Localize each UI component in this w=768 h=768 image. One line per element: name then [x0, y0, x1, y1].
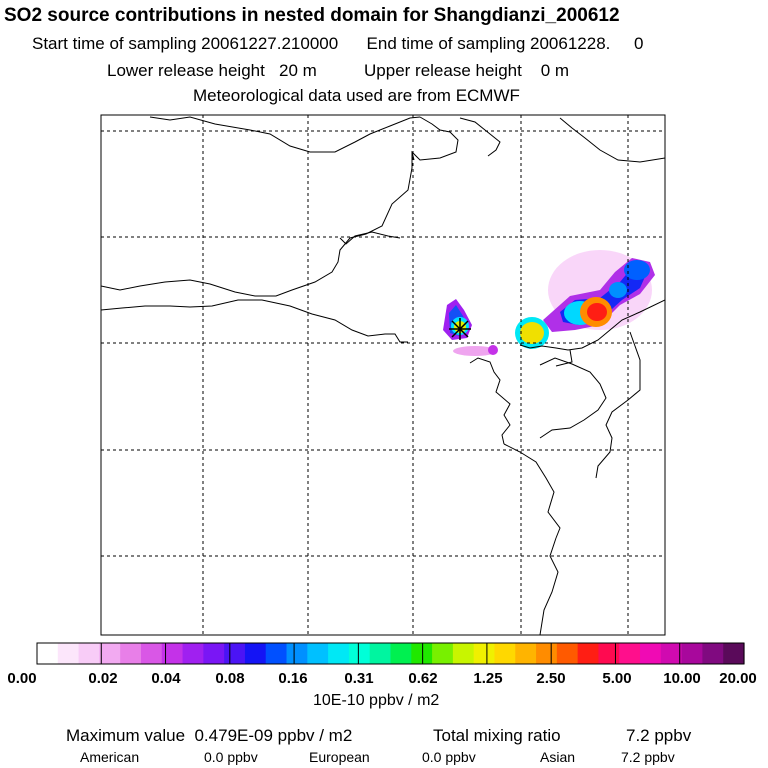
colorbar-cell	[286, 643, 308, 664]
colorbar-cell	[681, 643, 704, 664]
plume-faint-south	[453, 346, 497, 356]
colorbar-cell	[120, 643, 142, 664]
total-ratio-value: 7.2 ppbv	[626, 726, 692, 745]
colorbar-cell	[182, 643, 204, 664]
colorbar-dividers	[100, 643, 681, 664]
colorbar-cell	[140, 643, 163, 664]
colorbar-cell	[37, 643, 59, 664]
colorbar-cell	[660, 643, 683, 664]
release-height-line: Lower release height 20 m Upper release …	[107, 61, 570, 80]
colorbar-cell	[57, 643, 80, 664]
colorbar-cell	[432, 643, 454, 664]
colorbar-cell	[307, 643, 329, 664]
colorbar-tick: 0.04	[151, 670, 181, 687]
colorbar-unit: 10E-10 ppbv / m2	[313, 692, 440, 709]
colorbar-tick: 0.02	[88, 670, 118, 687]
colorbar-cell	[494, 643, 516, 664]
plume-spot-inner	[520, 322, 544, 344]
asian-value: 7.2 ppbv	[621, 749, 675, 765]
colorbar-tick: 0.16	[278, 670, 308, 687]
asian-label: Asian	[540, 749, 576, 765]
colorbar-tick: 0.00	[7, 670, 37, 687]
coastlines	[101, 116, 665, 635]
colorbar-cell	[244, 643, 267, 664]
colorbar-tick: 0.08	[215, 670, 245, 687]
colorbar-cell	[473, 643, 496, 664]
colorbar-cell	[619, 643, 641, 664]
colorbar-cell	[78, 643, 100, 664]
colorbar-cell	[598, 643, 620, 664]
colorbar-cell	[265, 643, 288, 664]
colorbar-cell	[723, 643, 745, 664]
colorbar-cell	[556, 643, 579, 664]
colorbar-cell	[369, 643, 392, 664]
colorbar-cell	[161, 643, 184, 664]
colorbar-cell	[452, 643, 475, 664]
colorbar-tick: 1.25	[473, 670, 503, 687]
star-cross-icon	[449, 318, 471, 340]
sampling-time-line: Start time of sampling 20061227.210000 E…	[32, 34, 644, 53]
american-label: American	[80, 749, 140, 765]
colorbar-cells	[37, 643, 745, 664]
colorbar-cell	[390, 643, 412, 664]
total-ratio-label: Total mixing ratio	[433, 726, 561, 745]
colorbar-cell	[536, 643, 558, 664]
colorbar-tick: 10.00	[663, 670, 701, 687]
lat-lon-grid	[101, 115, 665, 635]
plume-red-core	[587, 303, 607, 321]
colorbar-tick: 20.00	[719, 670, 757, 687]
colorbar-cell	[702, 643, 724, 664]
plume-faint-dot	[488, 345, 498, 355]
max-value: Maximum value 0.479E-09 ppbv / m2	[66, 726, 353, 745]
colorbar-frame	[36, 642, 745, 665]
colorbar-cell	[224, 643, 246, 664]
plot-title: SO2 source contributions in nested domai…	[4, 5, 620, 26]
plume-blue-mid	[609, 282, 627, 298]
colorbar-cell	[515, 643, 537, 664]
map-frame	[100, 114, 666, 636]
colorbar-cell	[348, 643, 371, 664]
colorbar-cell	[328, 643, 350, 664]
colorbar-tick: 2.50	[536, 670, 566, 687]
colorbar-cell	[99, 643, 121, 664]
colorbar-tick: 0.31	[344, 670, 374, 687]
colorbar-cell	[411, 643, 433, 664]
european-label: European	[309, 749, 370, 765]
colorbar-cell	[577, 643, 600, 664]
colorbar-cell	[203, 643, 225, 664]
colorbar-cell	[640, 643, 662, 664]
colorbar-tick: 5.00	[602, 670, 632, 687]
plume-layer	[443, 250, 655, 356]
colorbar-tick: 0.62	[408, 670, 438, 687]
european-value: 0.0 ppbv	[422, 749, 476, 765]
american-value: 0.0 ppbv	[204, 749, 258, 765]
meteo-data-line: Meteorological data used are from ECMWF	[193, 86, 520, 105]
plume-blue-top	[624, 260, 650, 280]
